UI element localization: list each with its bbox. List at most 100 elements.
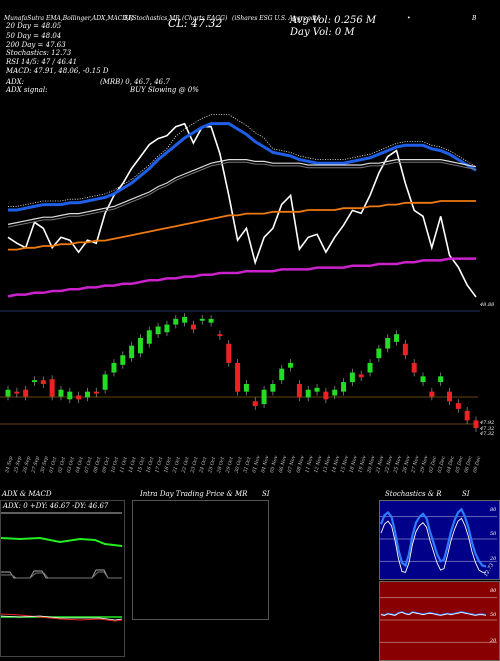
day-volume: Day Vol: 0 M: [290, 27, 355, 38]
candle-body: [367, 362, 373, 373]
candle-body: [23, 389, 29, 397]
candle-body: [40, 380, 46, 384]
date-tick-label: 17 Oct: [154, 456, 164, 473]
bollinger-dotted-line: [8, 114, 477, 207]
date-tick-label: 22 Oct: [180, 456, 190, 474]
mrb-label: (MRB) 0, 46.7, 46.7: [100, 78, 170, 86]
candle-body: [394, 334, 400, 342]
header-symbol: (Charts EAGG): [182, 15, 228, 22]
candle-body: [102, 374, 108, 390]
date-tick-label: 30 Oct: [234, 456, 244, 473]
candle-body: [5, 389, 11, 397]
stoch-axis-20: 20: [490, 556, 497, 562]
candle-body: [341, 382, 347, 392]
intraday-title: Intra Day Trading Price & MR: [140, 490, 248, 498]
rsi-axis-20: 20: [490, 638, 497, 644]
candle-body: [376, 348, 382, 359]
date-tick-label: 14 Nov: [331, 455, 341, 474]
candle-body: [111, 362, 117, 373]
adx-values: ADX: 0 +DY: 46.67 -DY: 46.67: [3, 502, 109, 510]
date-tick-label: 20 Nov: [366, 455, 377, 475]
date-tick-label: 19 Nov: [357, 455, 367, 474]
adx-line: [0, 536, 123, 547]
candle-body: [84, 391, 90, 398]
candle-body: [14, 391, 20, 394]
candle-body: [473, 420, 479, 429]
candle-body: [358, 374, 364, 378]
close-price: CL: 47.32: [168, 17, 223, 30]
candle-body: [76, 395, 82, 400]
adx-signal-label: ADX signal:: [6, 86, 48, 94]
date-tick-label: 06 Nov: [278, 455, 288, 474]
date-tick-label: 15 Nov: [340, 455, 350, 474]
avg-volume: Avg Vol: 0.256 M: [290, 15, 377, 26]
rsi-panel: [379, 581, 500, 661]
date-tick-label: 05 Nov: [269, 455, 279, 474]
intraday-si-title: SI: [262, 490, 270, 498]
candle-body: [173, 318, 179, 325]
candle-body: [279, 368, 285, 381]
adx-macd-title: ADX & MACD: [2, 490, 52, 498]
candle-body: [261, 389, 267, 405]
header-dot: •: [407, 15, 411, 22]
date-tick-label: 16 Oct: [145, 456, 155, 473]
candle-body: [226, 343, 232, 363]
price-chart: 24 Sep 25 Sep 26 Sep 27 Sep 30 Sep 01 Oct 02 O…: [0, 114, 482, 475]
date-tick-label: 09 Dec: [472, 455, 482, 473]
candle-body: [49, 379, 55, 397]
date-tick-label: 24 Sep: [4, 456, 14, 475]
date-tick-label: 01 Nov: [251, 455, 261, 474]
date-tick-label: 25 Oct: [207, 456, 217, 474]
header-fund-name: (iShares ESG U.S. Aggregate: [232, 15, 321, 22]
candle-body: [349, 372, 355, 383]
date-tick-label: 15 Oct: [137, 456, 147, 473]
date-tick-label: 08 Nov: [296, 455, 306, 474]
candle-body: [120, 355, 126, 365]
stoch-title: Stochastics & R: [385, 490, 442, 498]
stochastics-panel: [379, 500, 500, 580]
candle-body: [217, 334, 223, 337]
stochastic-d-line: [380, 517, 486, 573]
date-tick-label: 24 Oct: [198, 456, 208, 474]
candle-body: [323, 391, 329, 400]
date-tick-label: 22 Nov: [384, 455, 395, 475]
candle-body: [208, 318, 214, 323]
ema20-line: [8, 122, 477, 212]
candle-body: [305, 389, 311, 398]
candle-body: [93, 391, 99, 394]
candle-body: [447, 391, 453, 402]
ema50-label: 50 Day = 48.04: [6, 32, 62, 40]
date-tick-label: 18 Nov: [349, 455, 359, 474]
stoch-si-title: SI: [462, 490, 470, 498]
intraday-panel: [132, 500, 269, 620]
stochastic-k-line: [379, 507, 487, 568]
rsi-axis-80: 80: [490, 588, 497, 594]
date-tick-label: 12 Nov: [313, 455, 323, 474]
candle-body: [67, 391, 73, 400]
candle-body: [243, 384, 249, 392]
candle-body: [58, 389, 64, 397]
date-tick-label: 05 Dec: [454, 455, 464, 473]
candle-body: [235, 362, 241, 392]
date-tick-label: 06 Dec: [463, 455, 473, 473]
ema50-line: [7, 159, 477, 225]
candle-body: [270, 384, 276, 392]
candle-body: [137, 338, 143, 354]
date-tick-label: 29 Oct: [225, 456, 235, 474]
ema50-shadow-line: [7, 161, 477, 228]
candle-body: [155, 326, 161, 335]
date-tick-label: 02 Oct: [57, 456, 67, 473]
candle-body: [429, 391, 435, 397]
date-tick-label: 04 Nov: [260, 455, 270, 474]
date-tick-label: 02 Dec: [428, 455, 438, 473]
adx-macd-panel: [0, 500, 125, 657]
candle-body: [288, 362, 294, 368]
date-tick-label: 26 Nov: [401, 455, 412, 475]
price-axis-top-label: 48.88: [480, 302, 495, 308]
header-indicators: SI,Stochastics,MR: [124, 15, 180, 22]
date-tick-label: 11 Oct: [119, 456, 129, 473]
date-tick-label: 21 Oct: [172, 456, 182, 474]
ema200-label: 200 Day = 47.63: [6, 41, 66, 49]
candle-body: [31, 380, 37, 383]
